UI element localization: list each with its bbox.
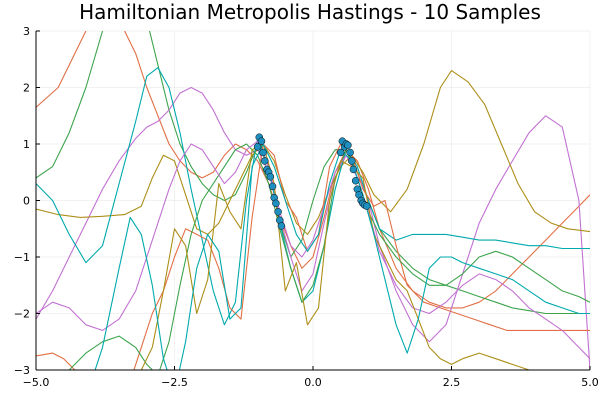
series-layer (36, 31, 590, 370)
observation-point (266, 173, 275, 181)
series-line-4 (36, 70, 590, 235)
y-tick-label: −3 (14, 364, 30, 377)
observation-point (274, 208, 282, 216)
observation-point (346, 148, 354, 157)
observation-point (257, 137, 266, 145)
observation-point (253, 143, 262, 151)
observation-point (348, 157, 356, 165)
series-line-3 (36, 86, 590, 370)
observation-point (272, 199, 280, 208)
series-line-10 (94, 143, 590, 370)
observation-point (336, 148, 345, 157)
y-tick-label: 1 (23, 138, 30, 151)
y-tick-label: 2 (23, 82, 30, 95)
observation-point (351, 176, 360, 185)
observation-point (362, 202, 371, 210)
x-tick-label: 0.0 (304, 376, 322, 389)
series-line-2 (36, 31, 590, 315)
chart-title: Hamiltonian Metropolis Hastings - 10 Sam… (79, 0, 541, 24)
tick-labels: −5.0 −2.5 0.0 2.5 5.0 −3 −2 −1 0 1 2 3 (14, 25, 599, 389)
axes (35, 30, 591, 371)
y-tick-label: 3 (23, 25, 30, 38)
observation-point (268, 182, 277, 191)
x-tick-label: 5.0 (581, 376, 599, 389)
x-tick-label: −5.0 (23, 376, 50, 389)
y-tick-label: −2 (14, 308, 30, 321)
observation-point (349, 165, 358, 174)
series-line-9 (101, 143, 590, 370)
observation-point (261, 157, 269, 165)
series-line-8 (36, 140, 590, 360)
x-tick-label: 2.5 (443, 376, 461, 389)
x-tick-label: −2.5 (161, 376, 188, 389)
observation-point (344, 141, 352, 149)
observation-point (259, 148, 267, 157)
y-tick-label: 0 (23, 195, 30, 208)
y-tick-label: −1 (14, 251, 30, 264)
observation-point (277, 222, 286, 230)
observation-points (253, 133, 371, 230)
